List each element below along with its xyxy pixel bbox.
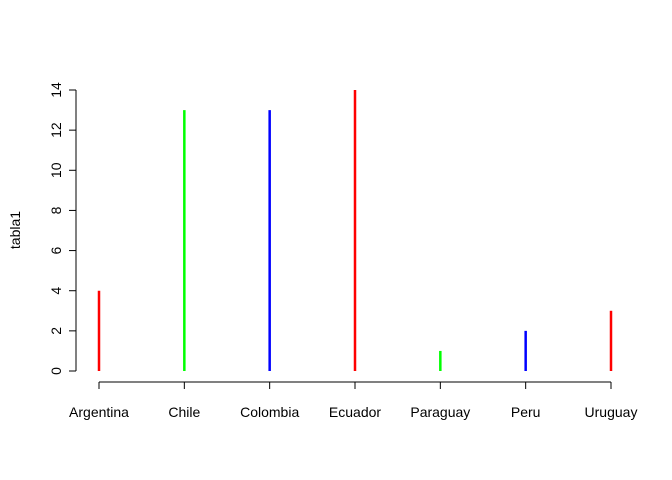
x-tick-label-argentina: Argentina <box>69 404 129 420</box>
x-tick-label-peru: Peru <box>511 404 541 420</box>
y-tick-label: 12 <box>48 122 64 138</box>
y-tick-label: 8 <box>48 206 64 214</box>
x-tick-label-colombia: Colombia <box>240 404 299 420</box>
y-tick-label: 4 <box>48 287 64 295</box>
y-tick-label: 10 <box>48 162 64 178</box>
x-tick-label-paraguay: Paraguay <box>410 404 470 420</box>
x-axis: Argentina Chile Colombia Ecuador Paraguay Per… <box>69 381 638 420</box>
y-tick-label: 6 <box>48 246 64 254</box>
y-tick-label: 14 <box>48 82 64 98</box>
y-tick-label: 0 <box>48 367 64 375</box>
x-tick-label-ecuador: Ecuador <box>329 404 381 420</box>
x-tick-label-uruguay: Uruguay <box>585 404 638 420</box>
y-axis-label: tabla1 <box>7 211 23 249</box>
y-tick-label: 2 <box>48 327 64 335</box>
x-tick-label-chile: Chile <box>168 404 200 420</box>
y-axis: 0 2 4 6 8 10 12 14 <box>48 82 77 375</box>
bars <box>97 90 613 371</box>
